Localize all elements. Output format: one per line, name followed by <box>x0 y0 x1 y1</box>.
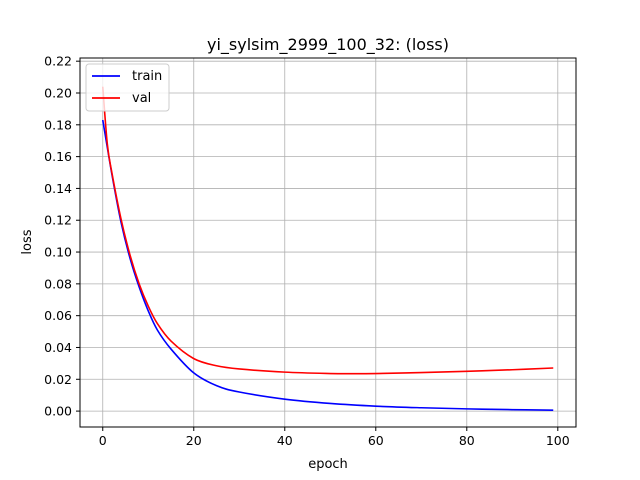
x-tick-label: 60 <box>368 433 384 448</box>
y-tick-label: 0.18 <box>44 117 72 132</box>
y-tick-label: 0.16 <box>44 149 72 164</box>
grid <box>80 58 576 427</box>
y-tick-label: 0.06 <box>44 308 72 323</box>
x-tick-label: 20 <box>186 433 202 448</box>
series-line-val <box>101 86 554 375</box>
plot-frame <box>79 57 577 428</box>
x-tick-label: 100 <box>546 433 570 448</box>
y-tick-label: 0.04 <box>44 340 72 355</box>
y-tick-label: 0.12 <box>44 213 72 228</box>
x-tick-label: 0 <box>99 433 107 448</box>
y-tick-label: 0.10 <box>44 245 72 260</box>
y-axis-ticks: 0.00 0.02 0.04 0.06 0.08 0.10 0.12 0.14 0.16 0.18… <box>44 54 80 419</box>
x-tick-label: 40 <box>277 433 293 448</box>
y-tick-label: 0.14 <box>44 181 72 196</box>
legend-label-val: val <box>132 91 151 106</box>
y-tick-label: 0.08 <box>44 276 72 291</box>
y-tick-label: 0.00 <box>44 404 72 419</box>
series-lines <box>101 86 554 411</box>
y-tick-label: 0.02 <box>44 372 72 387</box>
y-tick-label: 0.20 <box>44 85 72 100</box>
legend: train val <box>85 63 170 112</box>
x-axis-ticks: 0 20 40 60 80 100 <box>99 427 570 448</box>
x-tick-label: 80 <box>459 433 475 448</box>
y-axis-label: loss <box>20 229 35 254</box>
y-tick-label: 0.22 <box>44 54 72 69</box>
legend-label-train: train <box>132 69 162 84</box>
series-line-train <box>101 119 554 411</box>
x-axis-label: epoch <box>308 457 348 472</box>
chart-title: yi_sylsim_2999_100_32: (loss) <box>207 35 449 55</box>
